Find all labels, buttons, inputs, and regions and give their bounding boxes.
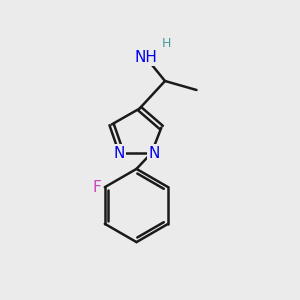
Text: N: N bbox=[148, 146, 160, 160]
Text: F: F bbox=[92, 180, 101, 195]
Text: H: H bbox=[162, 37, 171, 50]
Text: N: N bbox=[113, 146, 125, 160]
Text: NH: NH bbox=[134, 50, 157, 64]
